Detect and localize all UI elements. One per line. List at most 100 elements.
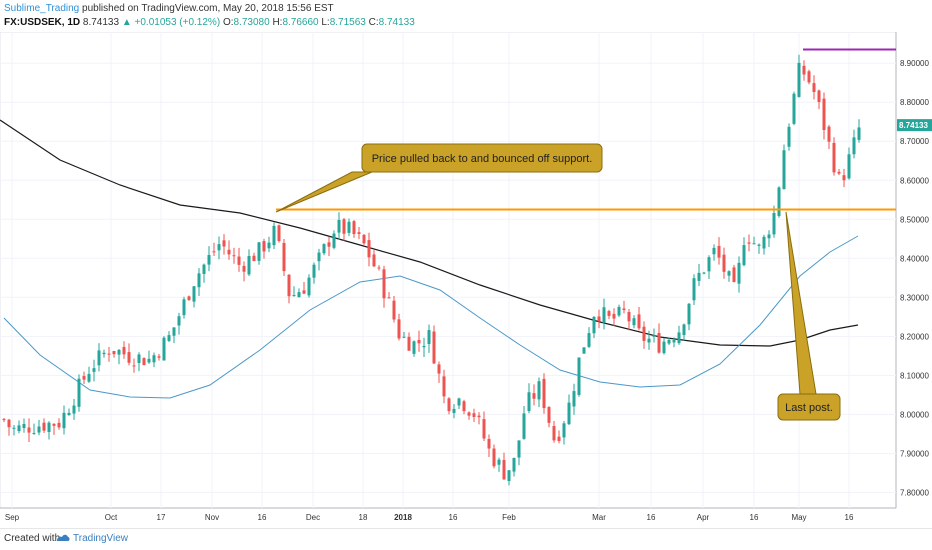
price-tick-label: 8.80000 — [900, 98, 929, 107]
candle-body — [562, 423, 566, 438]
sma-slow-line — [0, 119, 859, 347]
price-tick-label: 8.30000 — [900, 293, 929, 302]
candle-body — [572, 391, 576, 407]
time-tick-label: Nov — [205, 513, 219, 522]
tradingview-logo-icon — [57, 534, 70, 541]
candle-body — [347, 221, 351, 233]
time-tick-label: Mar — [592, 513, 606, 522]
candle-body — [287, 274, 291, 297]
time-axis[interactable]: Sep Oct 17 Nov 16 Dec 18 2018 16 Feb Mar 16 Apr 16 May… — [5, 513, 854, 522]
candle-body — [137, 354, 141, 364]
footer: Created with TradingView — [0, 528, 932, 550]
candle-body — [657, 333, 661, 353]
candle-body — [827, 126, 831, 142]
candle-body — [257, 242, 261, 261]
open-value: 8.73080 — [233, 17, 270, 28]
candle-body — [142, 358, 146, 366]
candle-body — [462, 401, 466, 412]
low-label: L: — [321, 17, 330, 28]
time-tick-label: May — [791, 513, 806, 522]
candle-body — [217, 244, 221, 251]
candle-body — [72, 405, 76, 414]
candle-body — [27, 427, 31, 433]
candle-body — [467, 412, 471, 416]
candle-body — [597, 316, 601, 322]
candle-body — [197, 273, 201, 288]
candle-body — [437, 364, 441, 374]
candle-body — [647, 338, 651, 343]
candle-body — [662, 341, 666, 354]
support-callout-text: Price pulled back to and bounced off sup… — [372, 153, 593, 165]
candle-body — [547, 407, 551, 423]
price-tick-label: 8.50000 — [900, 215, 929, 224]
candle-body — [627, 311, 631, 322]
candlesticks — [2, 54, 861, 486]
candle-body — [847, 154, 851, 179]
candle-body — [742, 245, 746, 266]
candle-body — [332, 233, 336, 248]
candle-body — [247, 255, 251, 275]
candle-body — [402, 336, 406, 338]
candle-body — [517, 440, 521, 458]
high-label: H: — [272, 17, 283, 28]
candle-body — [837, 171, 841, 174]
time-tick-label: 2018 — [394, 513, 412, 522]
published-text: published on TradingView.com, May 20, 20… — [82, 3, 334, 14]
candle-body — [482, 419, 486, 439]
author-link[interactable]: Sublime_Trading — [4, 3, 80, 14]
candle-body — [87, 373, 91, 382]
candle-body — [682, 324, 686, 336]
time-tick-label: 17 — [157, 513, 166, 522]
price-tick-label: 7.80000 — [900, 488, 929, 497]
candle-body — [37, 426, 41, 433]
candle-body — [542, 378, 546, 409]
candle-body — [17, 425, 21, 432]
candle-body — [792, 93, 796, 124]
candle-body — [397, 319, 401, 339]
candle-body — [587, 333, 591, 347]
chart-grid — [0, 31, 897, 509]
time-tick-label: Apr — [697, 513, 710, 522]
candle-body — [132, 365, 136, 367]
publish-info: Sublime_Trading published on TradingView… — [4, 3, 334, 15]
last-price-tag-label: 8.74133 — [899, 121, 928, 130]
candle-body — [707, 257, 711, 272]
candle-body — [192, 286, 196, 302]
candle-body — [302, 290, 306, 294]
support-callout-pointer — [275, 171, 373, 213]
candle-body — [117, 349, 121, 355]
last-price-tag — [897, 119, 932, 132]
high-value: 8.76660 — [282, 17, 319, 28]
candle-body — [777, 187, 781, 216]
candle-body — [447, 398, 451, 412]
candle-body — [162, 337, 166, 361]
candle-body — [387, 297, 391, 299]
candle-body — [422, 345, 426, 348]
time-tick-label: Sep — [5, 513, 20, 522]
candle-body — [7, 419, 11, 428]
symbol-legend: FX:USDSEK, 1D 8.74133 ▲ +0.01053 (+0.12%… — [4, 17, 415, 29]
symbol-label[interactable]: FX:USDSEK, 1D — [4, 17, 81, 28]
candle-body — [352, 221, 356, 235]
candle-body — [277, 225, 281, 241]
candle-body — [632, 318, 636, 326]
price-axis[interactable]: 7.80000 7.90000 8.00000 8.10000 8.20000 8.300… — [897, 59, 932, 497]
support-callout-box — [361, 143, 603, 173]
candle-body — [752, 243, 756, 245]
candle-body — [622, 308, 626, 311]
candle-body — [367, 240, 371, 258]
candle-body — [417, 339, 421, 344]
price-tick-label: 8.70000 — [900, 137, 929, 146]
candle-body — [267, 242, 271, 249]
candle-body — [62, 412, 66, 429]
candle-body — [427, 330, 431, 344]
tradingview-brand-link[interactable]: TradingView — [73, 533, 129, 544]
candle-body — [317, 252, 321, 262]
candle-body — [667, 339, 671, 344]
candle-body — [77, 378, 81, 407]
candle-body — [382, 269, 386, 299]
candle-body — [167, 335, 171, 341]
candle-body — [687, 303, 691, 325]
candle-body — [692, 278, 696, 301]
